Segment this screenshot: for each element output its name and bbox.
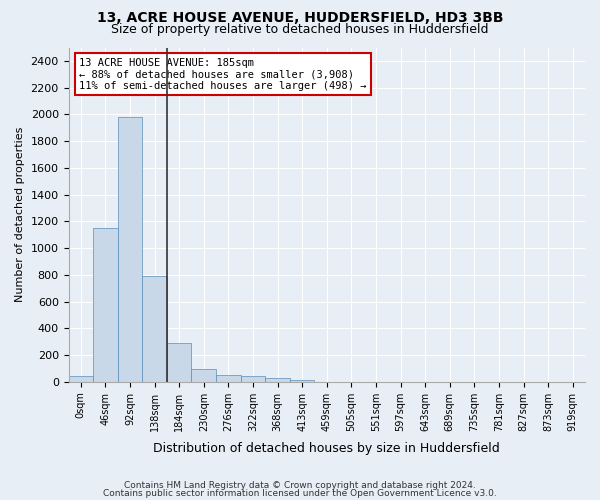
X-axis label: Distribution of detached houses by size in Huddersfield: Distribution of detached houses by size … xyxy=(154,442,500,455)
Text: Size of property relative to detached houses in Huddersfield: Size of property relative to detached ho… xyxy=(111,22,489,36)
Bar xyxy=(118,117,142,382)
Bar xyxy=(142,276,167,382)
Bar xyxy=(167,343,191,382)
Y-axis label: Number of detached properties: Number of detached properties xyxy=(15,127,25,302)
Bar xyxy=(191,369,216,382)
Bar xyxy=(241,376,265,382)
Text: Contains public sector information licensed under the Open Government Licence v3: Contains public sector information licen… xyxy=(103,489,497,498)
Bar xyxy=(68,376,93,382)
Bar xyxy=(290,380,314,382)
Bar xyxy=(216,375,241,382)
Bar xyxy=(93,228,118,382)
Text: 13, ACRE HOUSE AVENUE, HUDDERSFIELD, HD3 3BB: 13, ACRE HOUSE AVENUE, HUDDERSFIELD, HD3… xyxy=(97,12,503,26)
Text: Contains HM Land Registry data © Crown copyright and database right 2024.: Contains HM Land Registry data © Crown c… xyxy=(124,481,476,490)
Text: 13 ACRE HOUSE AVENUE: 185sqm
← 88% of detached houses are smaller (3,908)
11% of: 13 ACRE HOUSE AVENUE: 185sqm ← 88% of de… xyxy=(79,58,367,90)
Bar xyxy=(265,378,290,382)
